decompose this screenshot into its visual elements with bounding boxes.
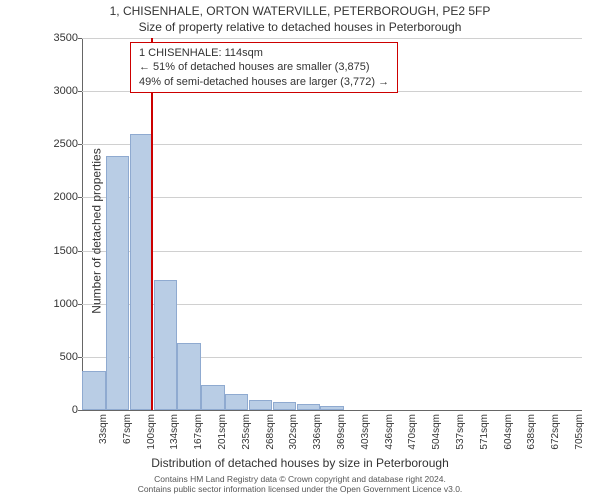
info-box: 1 CHISENHALE: 114sqm ← 51% of detached h… [130, 42, 398, 93]
info-line1: 1 CHISENHALE: 114sqm [139, 46, 389, 60]
y-tick-label: 1000 [38, 298, 78, 310]
y-tick-mark [78, 304, 82, 305]
title-address: 1, CHISENHALE, ORTON WATERVILLE, PETERBO… [0, 4, 600, 18]
plot-area [82, 38, 582, 410]
y-tick-label: 0 [38, 404, 78, 416]
y-tick-label: 2500 [38, 138, 78, 150]
y-tick-label: 1500 [38, 245, 78, 257]
bar [106, 156, 129, 410]
reference-line [151, 38, 153, 410]
bar [297, 404, 320, 410]
footer-line1: Contains HM Land Registry data © Crown c… [0, 474, 600, 484]
bar [273, 402, 296, 411]
info-line2: ← 51% of detached houses are smaller (3,… [139, 60, 389, 74]
bar [154, 280, 177, 410]
y-axis-label: Number of detached properties [90, 148, 104, 313]
footer-line2: Contains public sector information licen… [0, 484, 600, 494]
bar [177, 343, 200, 410]
y-tick-mark [78, 144, 82, 145]
bar [225, 394, 248, 410]
y-tick-label: 2000 [38, 191, 78, 203]
bars-group [82, 38, 582, 410]
info-line3: 49% of semi-detached houses are larger (… [139, 75, 389, 89]
title-subtitle: Size of property relative to detached ho… [0, 20, 600, 34]
x-axis [82, 410, 582, 411]
bar [130, 134, 153, 410]
y-tick-mark [78, 357, 82, 358]
chart-container: 1, CHISENHALE, ORTON WATERVILLE, PETERBO… [0, 0, 600, 500]
footer: Contains HM Land Registry data © Crown c… [0, 474, 600, 494]
y-tick-mark [78, 410, 82, 411]
y-tick-mark [78, 251, 82, 252]
y-tick-label: 3500 [38, 32, 78, 44]
x-axis-label: Distribution of detached houses by size … [0, 456, 600, 470]
y-tick-mark [78, 38, 82, 39]
bar [320, 406, 343, 410]
bar [82, 371, 105, 410]
y-tick-label: 3000 [38, 85, 78, 97]
y-tick-mark [78, 197, 82, 198]
bar [201, 385, 224, 411]
y-tick-mark [78, 91, 82, 92]
y-tick-label: 500 [38, 351, 78, 363]
bar [249, 400, 272, 410]
